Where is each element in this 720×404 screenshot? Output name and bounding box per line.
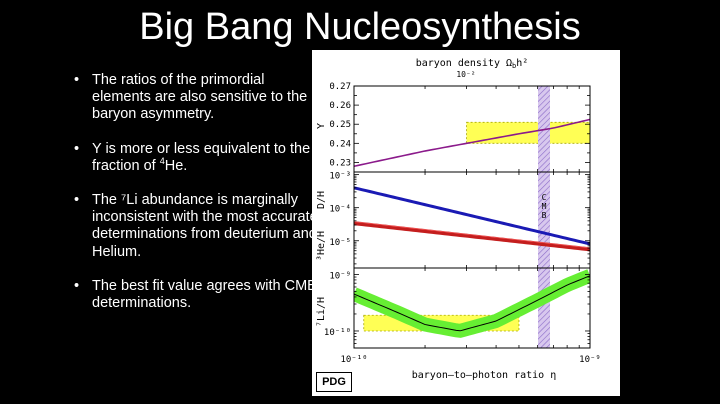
x-axis-label: baryon–to–photon ratio η <box>412 370 557 381</box>
y-tick-label: 0.27 <box>329 82 351 92</box>
bullet-4-text: The best fit value agrees with CMB deter… <box>92 277 317 312</box>
bullet-3: The ⁷Li abundance is marginally inconsis… <box>74 192 320 261</box>
cmb-band <box>538 86 550 348</box>
y-tick-label: 10⁻¹⁰ <box>324 328 351 338</box>
y-tick-label: 0.25 <box>329 120 351 130</box>
top-axis-label: baryon density Ωbh² <box>416 58 529 70</box>
bullet-2-text: Y is more or less equivalent to the frac… <box>92 140 311 174</box>
x-tick-label: 10⁻¹⁰ <box>340 355 367 365</box>
bullet-1-text: The ratios of the primordial elements ar… <box>92 72 308 123</box>
bullet-list: The ratios of the primordial elements ar… <box>74 72 320 329</box>
bullet-3-text: The ⁷Li abundance is marginally inconsis… <box>92 192 318 260</box>
y-axis-label-lithium: ⁷Li/H <box>316 297 327 327</box>
y-tick-label: 10⁻⁹ <box>329 271 351 281</box>
helium-curve <box>354 118 590 168</box>
bullet-4: The best fit value agrees with CMB deter… <box>74 277 320 312</box>
helium3-curve <box>354 221 590 252</box>
axis-labels: 0.27 0.26 0.25 0.24 0.23 10⁻³ 10⁻⁴ 10⁻⁵ 10⁻⁹ 10⁻¹… <box>316 82 601 365</box>
axis-ticks <box>353 85 591 348</box>
abundance-curves <box>354 118 590 338</box>
bbn-figure: baryon density Ωbh² 10⁻² 0.27 0.26 0.25 0.2… <box>312 50 620 396</box>
x-tick-label: 10⁻⁹ <box>579 355 601 365</box>
y-tick-label: 10⁻⁵ <box>329 238 351 248</box>
deuterium-curve <box>354 186 590 246</box>
lithium-curve <box>354 275 590 332</box>
y-axis-label-helium3: ³He/H <box>316 231 327 261</box>
top-axis-exponent: 10⁻² <box>456 70 475 79</box>
bullet-2-tail: He. <box>164 157 188 174</box>
bullet-2-superscript: 4 <box>159 155 165 166</box>
y-tick-label: 10⁻⁴ <box>329 205 351 215</box>
y-tick-label: 10⁻³ <box>329 172 351 182</box>
panel-deuterium-frame <box>353 171 591 269</box>
y-tick-label: 0.24 <box>329 139 351 149</box>
y-axis-label-deuterium: D/H <box>316 191 327 209</box>
y-tick-label: 0.23 <box>329 158 351 168</box>
bbn-plot: baryon density Ωbh² 10⁻² 0.270.260.250.2… <box>316 58 601 381</box>
bullet-2: Y is more or less equivalent to the frac… <box>74 140 320 175</box>
pdg-badge: PDG <box>316 372 352 392</box>
bullet-1: The ratios of the primordial elements ar… <box>74 72 320 124</box>
y-axis-label-helium: Y <box>316 123 327 129</box>
panel-lithium-frame <box>353 267 591 349</box>
y-tick-label: 0.26 <box>329 101 351 111</box>
helium3-curve-edge <box>354 221 590 249</box>
slide-title: Big Bang Nucleosynthesis <box>139 6 581 48</box>
